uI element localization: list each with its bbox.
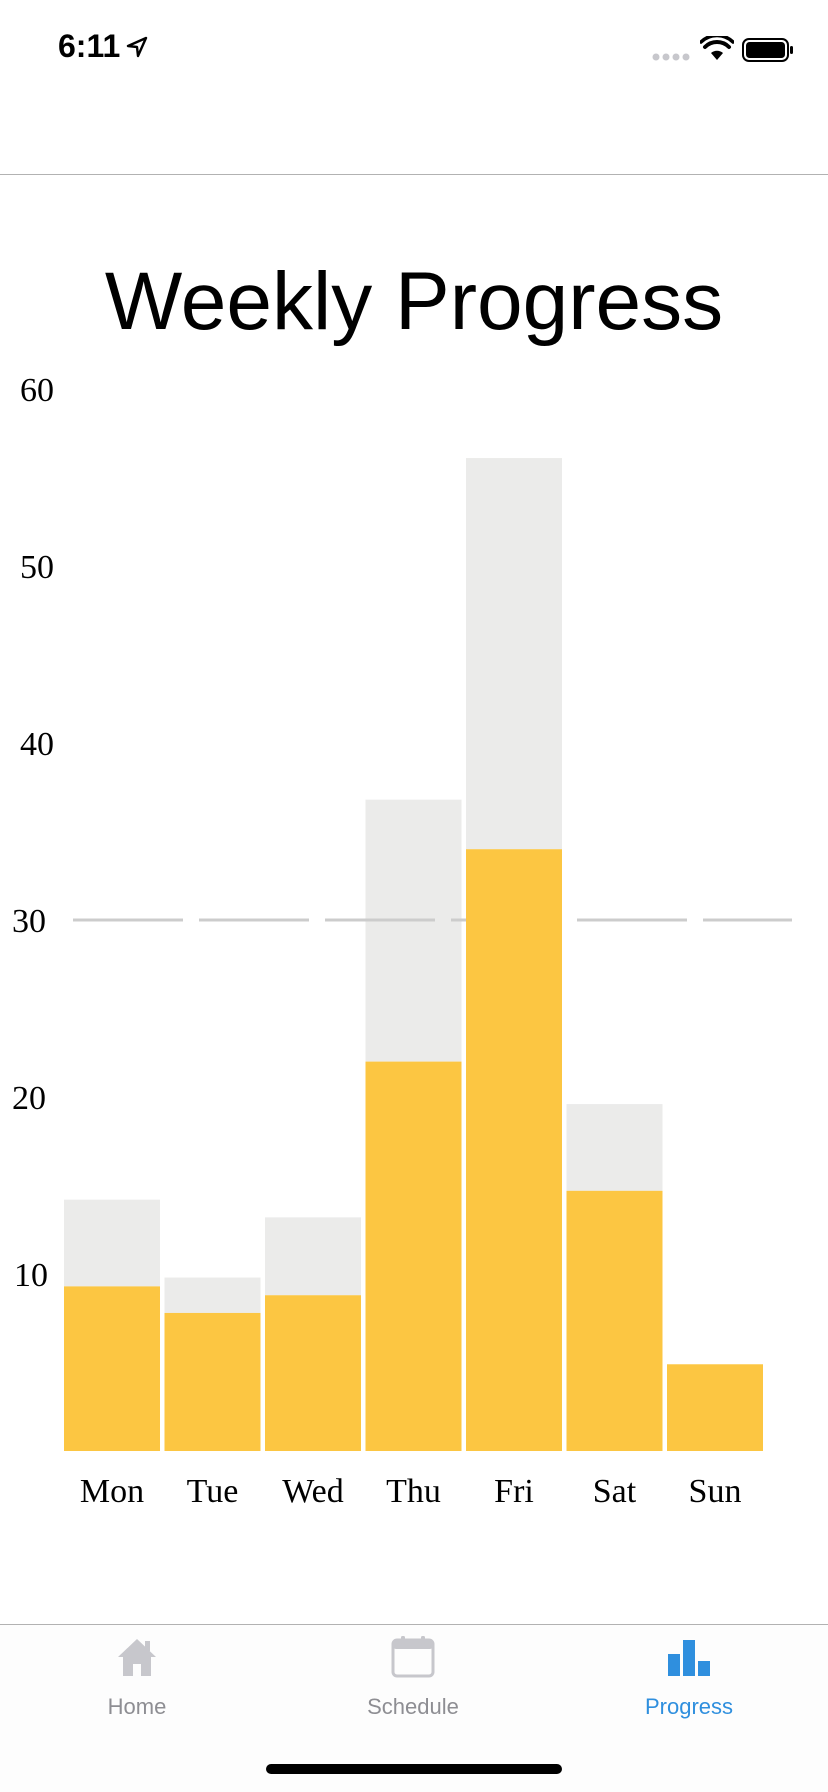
bar-remaining-thu — [365, 799, 462, 1062]
y-tick-label: 20 — [12, 1080, 46, 1117]
tab-schedule-label: Schedule — [367, 1694, 459, 1719]
bar-completed-tue — [164, 1312, 261, 1451]
page-title: Weekly Progress — [104, 256, 724, 347]
battery-icon — [742, 38, 793, 62]
calendar-icon — [391, 1636, 435, 1678]
y-tick-label: 30 — [12, 903, 46, 940]
tab-home-label: Home — [107, 1694, 167, 1719]
bar-completed-thu — [365, 1061, 462, 1451]
wifi-icon — [700, 36, 734, 60]
location-arrow-icon — [126, 36, 148, 58]
tab-home[interactable]: Home — [37, 1634, 237, 1734]
tab-progress[interactable]: Progress — [589, 1634, 789, 1734]
status-bar: 6:11 — [0, 0, 828, 100]
x-tick-label: Sun — [689, 1473, 742, 1510]
home-indicator[interactable] — [266, 1764, 562, 1774]
header-divider — [0, 174, 828, 175]
y-tick-label: 10 — [14, 1257, 48, 1294]
y-tick-label: 40 — [20, 726, 54, 763]
bar-remaining-fri — [466, 458, 562, 850]
tab-progress-label: Progress — [644, 1694, 734, 1719]
x-tick-label: Sat — [593, 1473, 637, 1510]
bar-remaining-sat — [566, 1104, 663, 1191]
bar-completed-wed — [265, 1295, 361, 1451]
x-tick-label: Fri — [494, 1473, 534, 1510]
signal-icon — [652, 53, 690, 61]
x-tick-label: Thu — [386, 1473, 441, 1510]
bar-chart-icon — [668, 1640, 710, 1676]
bar-completed-mon — [64, 1286, 160, 1451]
bar-completed-sun — [667, 1364, 763, 1451]
bar-remaining-tue — [164, 1277, 261, 1313]
tab-bar-divider — [0, 1624, 828, 1625]
bar-remaining-mon — [64, 1199, 160, 1287]
bar-completed-sat — [566, 1190, 663, 1451]
y-tick-label: 60 — [20, 372, 54, 409]
bar-completed-fri — [466, 849, 562, 1451]
home-icon — [118, 1639, 156, 1676]
status-time: 6:11 — [58, 28, 121, 64]
y-tick-label: 50 — [20, 549, 54, 586]
x-tick-label: Tue — [187, 1473, 239, 1510]
x-tick-label: Mon — [80, 1473, 144, 1510]
tab-schedule[interactable]: Schedule — [313, 1634, 513, 1734]
x-tick-label: Wed — [282, 1473, 343, 1510]
bar-remaining-wed — [265, 1217, 361, 1296]
